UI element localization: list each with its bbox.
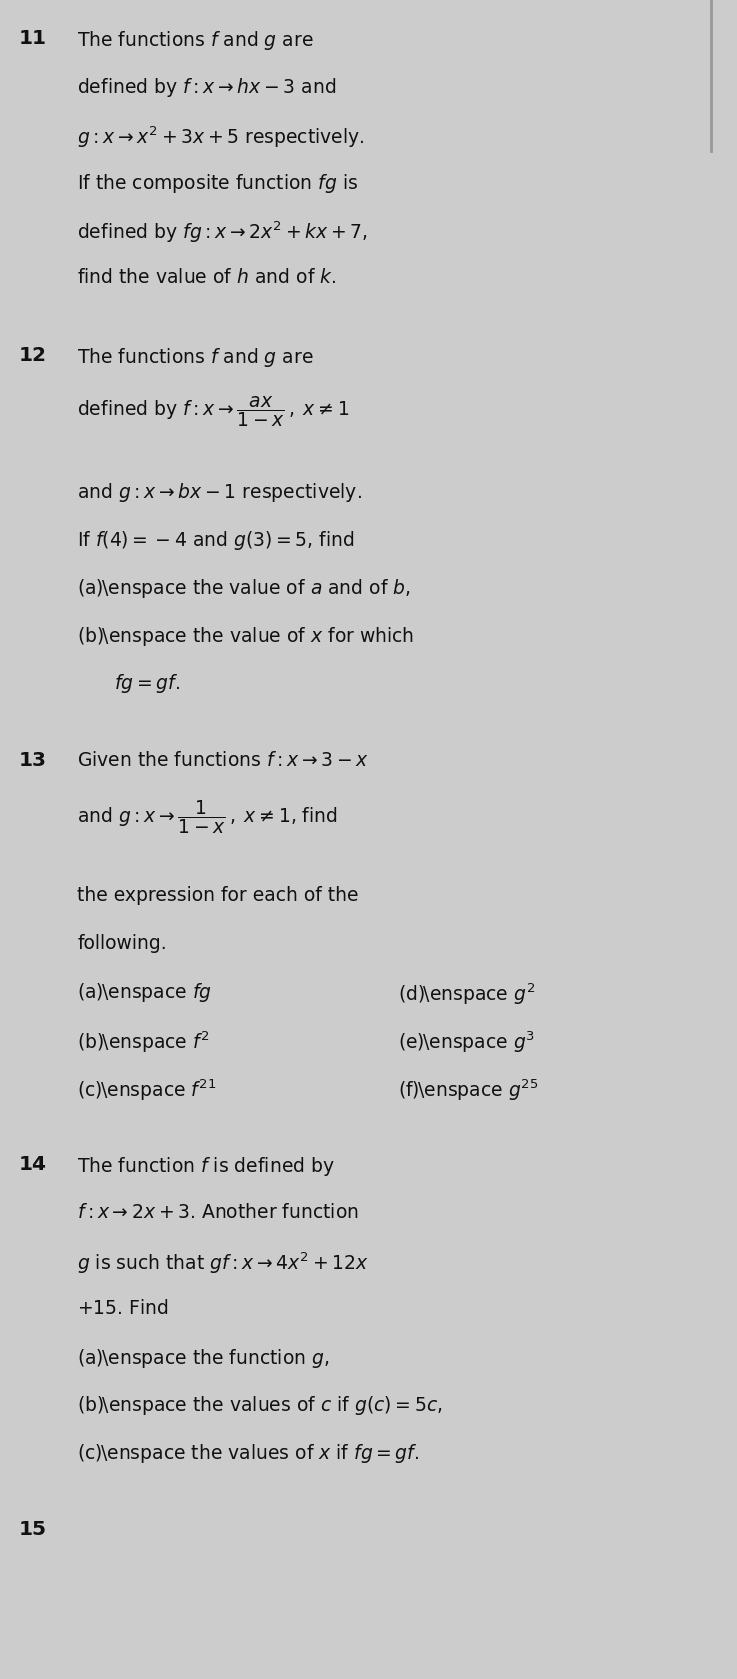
Text: and $g : x \rightarrow bx - 1$ respectively.: and $g : x \rightarrow bx - 1$ respectiv…	[77, 480, 363, 504]
Text: (b)\enspace the value of $x$ for which: (b)\enspace the value of $x$ for which	[77, 625, 415, 648]
Text: 11: 11	[18, 29, 46, 47]
Text: 12: 12	[18, 346, 46, 364]
Text: defined by $fg : x \rightarrow 2x^2 + kx + 7,$: defined by $fg : x \rightarrow 2x^2 + kx…	[77, 220, 368, 245]
Text: If $f(4) = -4$ and $g(3) = 5$, find: If $f(4) = -4$ and $g(3) = 5$, find	[77, 529, 355, 552]
Text: 13: 13	[18, 751, 46, 769]
Text: If the composite function $fg$ is: If the composite function $fg$ is	[77, 171, 359, 195]
Text: The function $f$ is defined by: The function $f$ is defined by	[77, 1155, 335, 1179]
Text: $+ 15$. Find: $+ 15$. Find	[77, 1298, 169, 1318]
Text: Given the functions $f : x \rightarrow 3 - x$: Given the functions $f : x \rightarrow 3…	[77, 751, 369, 769]
Text: find the value of $h$ and of $k$.: find the value of $h$ and of $k$.	[77, 267, 337, 287]
Text: (b)\enspace the values of $c$ if $g(c) = 5c$,: (b)\enspace the values of $c$ if $g(c) =…	[77, 1394, 443, 1417]
Text: defined by $f : x \rightarrow hx - 3$ and: defined by $f : x \rightarrow hx - 3$ an…	[77, 76, 337, 99]
Text: (a)\enspace the value of $a$ and of $b$,: (a)\enspace the value of $a$ and of $b$,	[77, 576, 411, 599]
Text: $f : x \rightarrow 2x + 3$. Another function: $f : x \rightarrow 2x + 3$. Another func…	[77, 1202, 359, 1222]
Text: 15: 15	[18, 1519, 46, 1540]
Text: 14: 14	[18, 1155, 46, 1174]
Text: (e)\enspace $g^3$: (e)\enspace $g^3$	[398, 1029, 535, 1054]
Text: the expression for each of the: the expression for each of the	[77, 885, 359, 905]
Text: defined by $f : x \rightarrow \dfrac{ax}{1-x}\,,\;x \neq 1$: defined by $f : x \rightarrow \dfrac{ax}…	[77, 393, 349, 428]
Text: The functions $f$ and $g$ are: The functions $f$ and $g$ are	[77, 29, 314, 52]
Text: (b)\enspace $f^2$: (b)\enspace $f^2$	[77, 1029, 210, 1054]
Text: $g$ is such that $gf : x \rightarrow 4x^2 + 12x$: $g$ is such that $gf : x \rightarrow 4x^…	[77, 1251, 369, 1276]
Text: (a)\enspace $fg$: (a)\enspace $fg$	[77, 981, 212, 1004]
Text: (a)\enspace the function $g$,: (a)\enspace the function $g$,	[77, 1347, 329, 1370]
Text: (c)\enspace the values of $x$ if $fg = gf$.: (c)\enspace the values of $x$ if $fg = g…	[77, 1442, 419, 1466]
Text: following.: following.	[77, 934, 167, 952]
Text: $fg = gf$.: $fg = gf$.	[114, 672, 180, 695]
Text: and $g : x \rightarrow \dfrac{1}{1-x}\,,\;x \neq 1$, find: and $g : x \rightarrow \dfrac{1}{1-x}\,,…	[77, 798, 338, 836]
Text: (d)\enspace $g^2$: (d)\enspace $g^2$	[398, 981, 535, 1007]
Text: (f)\enspace $g^{25}$: (f)\enspace $g^{25}$	[398, 1076, 539, 1103]
Text: The functions $f$ and $g$ are: The functions $f$ and $g$ are	[77, 346, 314, 369]
Text: $g : x \rightarrow x^2 + 3x + 5$ respectively.: $g : x \rightarrow x^2 + 3x + 5$ respect…	[77, 124, 365, 149]
Text: (c)\enspace $f^{21}$: (c)\enspace $f^{21}$	[77, 1076, 217, 1103]
